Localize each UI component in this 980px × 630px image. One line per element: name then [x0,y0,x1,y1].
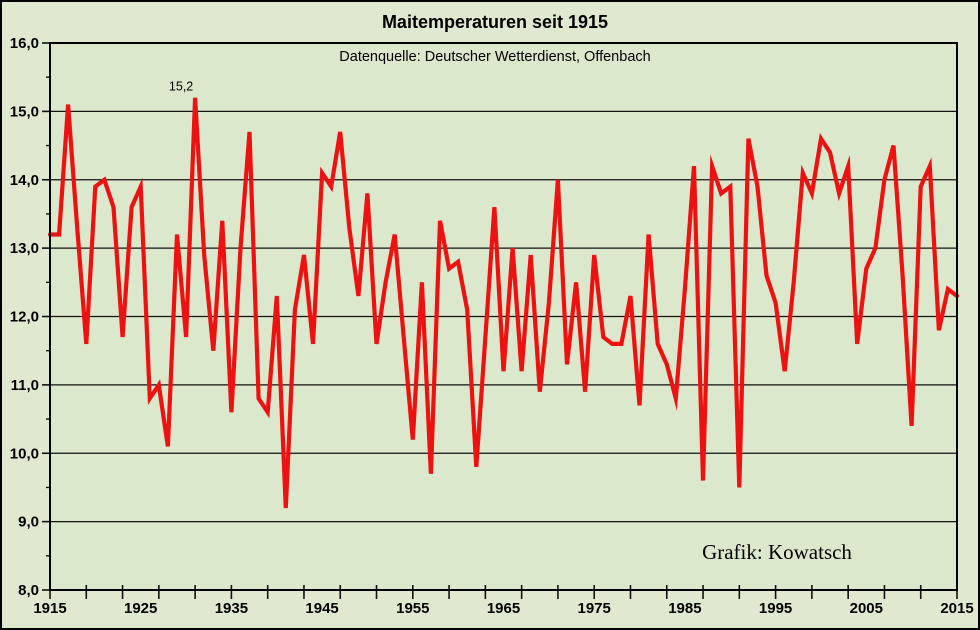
x-axis-label: 1935 [215,600,248,617]
x-axis-label: 1995 [759,600,792,617]
chart-title: Maitemperaturen seit 1915 [382,12,608,32]
x-axis-label: 1955 [396,600,429,617]
y-axis-label: 12,0 [10,309,39,326]
x-axis-label: 1945 [305,600,338,617]
y-axis-label: 14,0 [10,172,39,189]
x-axis-label: 1985 [668,600,701,617]
plot-border [49,42,958,591]
x-axis-label: 1915 [33,600,66,617]
x-axis-labels: 1915 1925 1935 1945 1955 1965 1975 1985 1995 2005… [33,600,973,617]
x-axis-label: 1975 [578,600,611,617]
x-axis-label: 2015 [940,600,973,617]
x-axis-label: 1965 [487,600,520,617]
y-axis-label: 11,0 [11,377,39,394]
peak-value-annotation: 15,2 [169,80,193,94]
x-axis-label: 2005 [850,600,883,617]
y-axis-label: 9,0 [18,514,39,531]
y-axis-ticks [42,42,50,591]
y-axis-labels: 8,0 9,0 10,0 11,0 12,0 13,0 14,0 15,0 16,0 [10,35,39,599]
y-axis-label: 13,0 [10,240,39,257]
y-axis-label: 8,0 [18,582,39,599]
y-axis-label: 10,0 [10,445,39,462]
x-axis-ticks [49,585,958,599]
y-axis-label: 15,0 [10,103,39,120]
chart-subtitle: Datenquelle: Deutscher Wetterdienst, Off… [339,49,650,65]
credit-label: Grafik: Kowatsch [702,540,852,564]
y-axis-label: 16,0 [10,35,39,52]
x-axis-label: 1925 [124,600,157,617]
temperature-line-series [47,97,960,509]
